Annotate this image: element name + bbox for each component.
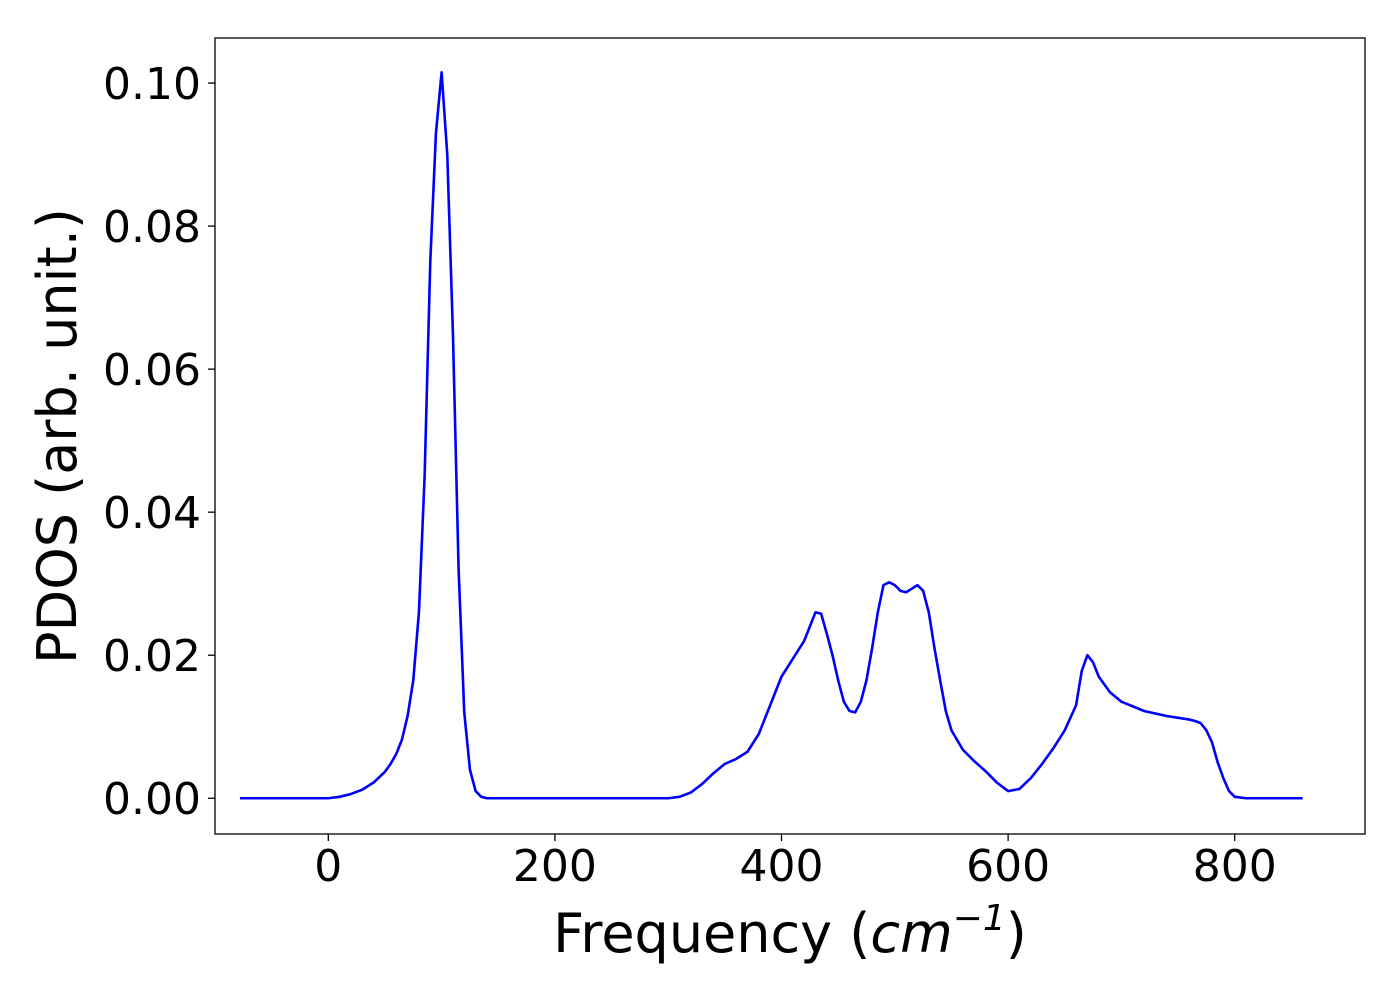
x-axis-label: Frequency (cm−1) — [553, 898, 1027, 965]
y-tick-label: 0.06 — [103, 345, 201, 396]
y-axis-ticks: 0.00 0.02 0.04 0.06 0.08 0.10 — [103, 59, 215, 825]
plot-area — [239, 71, 1303, 800]
y-tick-label: 0.04 — [103, 488, 201, 539]
x-tick-label: 400 — [740, 841, 824, 892]
pdos-series-line-0 — [239, 71, 1303, 800]
x-tick-label: 0 — [314, 841, 342, 892]
x-tick-label: 200 — [513, 841, 597, 892]
x-tick-label: 800 — [1193, 841, 1277, 892]
y-tick-label: 0.10 — [103, 59, 201, 110]
y-axis-label: PDOS (arb. unit.) — [26, 208, 89, 664]
axes-frame — [214, 37, 1366, 835]
y-tick-label: 0.00 — [103, 774, 201, 825]
y-tick-label: 0.02 — [103, 631, 201, 682]
x-tick-label: 600 — [966, 841, 1050, 892]
y-tick-label: 0.08 — [103, 202, 201, 253]
x-axis-ticks: 0 200 400 600 800 — [314, 834, 1277, 892]
